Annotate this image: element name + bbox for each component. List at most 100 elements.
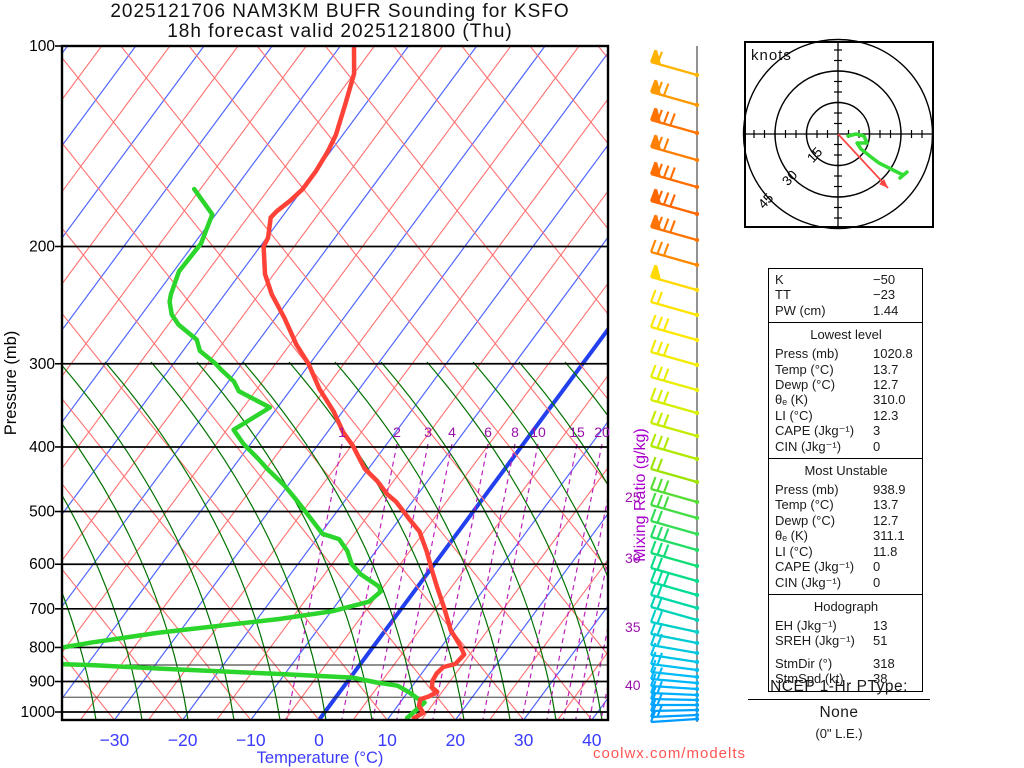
hodograph-trace: [846, 132, 909, 180]
temp-axis-label: Temperature (°C): [257, 749, 384, 767]
table-row-value: −23: [873, 287, 896, 303]
wind-barb-shaft: [650, 643, 698, 655]
indices-table: K −50 TT −23 PW (cm) 1.44 Lowest level Press (m…: [768, 268, 923, 692]
isotherm-line: [62, 46, 546, 700]
storm-motion-arrowhead: [879, 179, 888, 188]
wind-barb-shaft: [650, 250, 698, 267]
wind-barb-pennant: [651, 79, 661, 95]
pressure-tick-label: 400: [29, 439, 55, 456]
table-row: LI (°C) 12.3: [775, 408, 917, 423]
wind-barb-tick: [656, 435, 663, 449]
wind-barb: [650, 594, 700, 623]
moist-adiabat-line: [104, 361, 281, 720]
wind-barb-shaft: [650, 172, 698, 189]
hodograph-units-label: knots: [751, 47, 792, 64]
wind-barb-base: [694, 563, 700, 569]
wind-barb-tick: [650, 642, 657, 656]
temp-tick-label: 20: [446, 730, 466, 750]
moist-adiabat-line: [196, 361, 373, 720]
wind-barb-tick: [662, 414, 670, 428]
wind-barb-base: [694, 640, 700, 646]
wind-barb-shaft: [650, 118, 698, 135]
wind-barb-base: [694, 680, 700, 686]
wind-barb: [650, 692, 700, 708]
table-row-value: 318: [873, 655, 895, 671]
isotherm-line: [62, 46, 273, 332]
mixing-ratio-value-label: 20: [594, 424, 610, 440]
table-row: CIN (Jkg⁻¹) 0: [775, 439, 917, 454]
wind-barb-base: [694, 707, 700, 713]
moist-adiabat-line: [288, 361, 465, 720]
skewt-background-grid: [62, 46, 608, 720]
wind-barb-shaft: [650, 697, 698, 702]
wind-barb-tick: [656, 542, 663, 556]
wind-barb-base: [694, 456, 700, 462]
wind-barb-tick: [656, 494, 663, 508]
wind-barb: [650, 508, 700, 537]
ptype-value: None: [819, 704, 859, 721]
plot-frame: [60, 44, 610, 722]
ptype-note: (0" L.E.): [815, 726, 863, 741]
title-line2: 18h forecast valid 2025121800 (Thu): [167, 21, 513, 42]
wind-barb-tick: [650, 659, 657, 673]
wind-barb-shaft: [650, 620, 698, 634]
wind-barb: [650, 524, 700, 553]
wind-barb-tick: [650, 632, 657, 646]
table-row-value: 13: [873, 617, 888, 633]
red-lattice-line: [62, 46, 307, 378]
wind-barb: [650, 680, 700, 698]
dry-adiabat-line: [62, 227, 456, 720]
table-row: Press (mb) 1020.8: [775, 346, 917, 361]
wind-barb-tick: [650, 666, 657, 680]
table-row-label: Temp (°C): [775, 497, 834, 513]
pressure-tick-label: 100: [29, 38, 55, 55]
mixing-ratio-line: [341, 443, 398, 720]
wind-barb-base: [694, 692, 700, 698]
wind-barb-tick: [656, 704, 663, 718]
table-row-value: 938.9: [873, 482, 906, 498]
wind-barb-tick: [656, 692, 663, 706]
wind-barb-tick: [669, 220, 676, 233]
wind-barb-base: [694, 184, 700, 190]
wind-barb-shaft: [650, 90, 698, 107]
mixing-ratio-value-label: 6: [484, 424, 492, 440]
wind-barb: [650, 239, 700, 268]
wind-barb-tick: [650, 540, 657, 554]
table-row: CIN (Jkg⁻¹) 0: [775, 575, 917, 590]
wind-barb-tick: [650, 621, 657, 635]
wind-barb-pennant: [651, 214, 661, 230]
mixing-ratio-value-label: 4: [448, 424, 456, 440]
chart-title: 2025121706 NAM3KM BUFR Sounding for KSFO…: [40, 2, 640, 42]
moist-adiabat-line: [62, 364, 235, 720]
wind-barb-tick: [662, 544, 670, 558]
wind-barb: [650, 704, 700, 719]
dry-adiabat-line: [393, 46, 608, 315]
wind-barb: [650, 651, 700, 673]
wind-barb-tick: [662, 528, 670, 542]
red-lattice-line: [284, 282, 608, 720]
wind-barb-pennant: [651, 49, 661, 65]
table-section-header: Hodograph: [813, 598, 879, 614]
wind-barb-base: [694, 515, 700, 521]
wind-barb-shaft: [650, 350, 698, 367]
wind-barb-shaft: [650, 275, 698, 292]
wind-barb: [650, 632, 700, 656]
wind-barb: [650, 364, 700, 393]
wind-barb-tick: [650, 107, 657, 121]
wind-barb-tick: [656, 478, 663, 492]
pressure-tick-label: 300: [29, 356, 55, 373]
table-row-value: 51: [873, 633, 888, 649]
wind-barb-pennant: [651, 161, 661, 177]
dry-adiabat-line: [62, 397, 320, 720]
wind-barb-shaft: [650, 713, 698, 719]
wind-barb-base: [694, 410, 700, 416]
isotherm-line: [62, 46, 341, 424]
wind-barb-tick: [656, 633, 663, 647]
table-row-value: 11.8: [873, 543, 898, 559]
moist-adiabat-line: [518, 361, 608, 487]
wind-barb-tick: [650, 314, 657, 328]
wind-barb-tick: [662, 496, 670, 510]
hodograph-ring: [774, 70, 902, 198]
wind-barb-tick: [650, 79, 657, 93]
hodograph-ring: [742, 38, 934, 230]
